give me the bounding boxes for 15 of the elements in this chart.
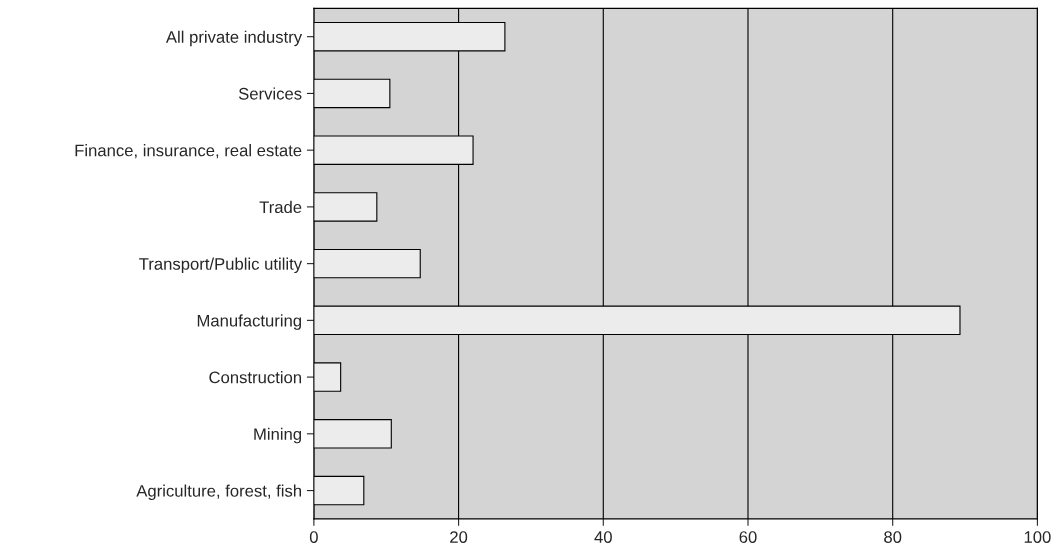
y-tick-label: Services: [238, 87, 302, 100]
x-tick-label: 40: [594, 531, 612, 543]
y-tick-label: Trade: [259, 200, 302, 214]
y-tick-label: Mining: [254, 427, 301, 444]
y-tick-label: Finance, insurance, real estate: [75, 144, 302, 159]
x-tick-label: 0: [309, 531, 318, 543]
x-tick-label: 20: [450, 531, 468, 543]
y-tick-label: Agriculture, forest, fish: [136, 484, 301, 501]
y-tick-label: Manufacturing: [197, 314, 302, 330]
x-tick-label: 100: [1024, 531, 1051, 543]
x-tick-label: 80: [884, 531, 902, 543]
x-tick-label: 60: [739, 531, 757, 543]
y-tick-label: Construction: [209, 371, 301, 384]
y-tick-label: All private industry: [165, 30, 303, 47]
y-tick-label: Transport/Public utility: [139, 257, 303, 274]
